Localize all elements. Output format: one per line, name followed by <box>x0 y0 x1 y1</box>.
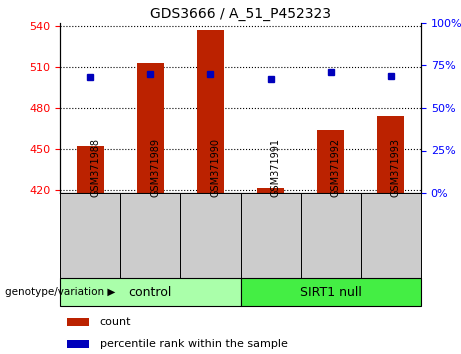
Bar <box>361 193 421 278</box>
Text: GSM371991: GSM371991 <box>271 138 281 197</box>
Bar <box>197 30 224 193</box>
Bar <box>257 188 284 193</box>
Text: GSM371990: GSM371990 <box>210 138 220 197</box>
Bar <box>77 147 104 193</box>
Text: percentile rank within the sample: percentile rank within the sample <box>100 339 288 349</box>
Text: control: control <box>129 285 172 298</box>
Bar <box>60 193 120 278</box>
Bar <box>67 339 89 348</box>
Bar <box>241 193 301 278</box>
Bar <box>67 318 89 326</box>
Text: SIRT1 null: SIRT1 null <box>300 285 362 298</box>
Bar <box>180 193 241 278</box>
Bar <box>137 63 164 193</box>
Bar <box>241 278 421 306</box>
Text: genotype/variation ▶: genotype/variation ▶ <box>5 287 115 297</box>
Text: GSM371988: GSM371988 <box>90 138 100 197</box>
Bar <box>120 193 180 278</box>
Text: GSM371993: GSM371993 <box>391 138 401 197</box>
Title: GDS3666 / A_51_P452323: GDS3666 / A_51_P452323 <box>150 7 331 21</box>
Text: GSM371989: GSM371989 <box>150 138 160 197</box>
Bar <box>60 278 241 306</box>
Bar <box>378 116 404 193</box>
Bar <box>317 130 344 193</box>
Bar <box>301 193 361 278</box>
Text: GSM371992: GSM371992 <box>331 138 341 197</box>
Text: count: count <box>100 317 131 327</box>
